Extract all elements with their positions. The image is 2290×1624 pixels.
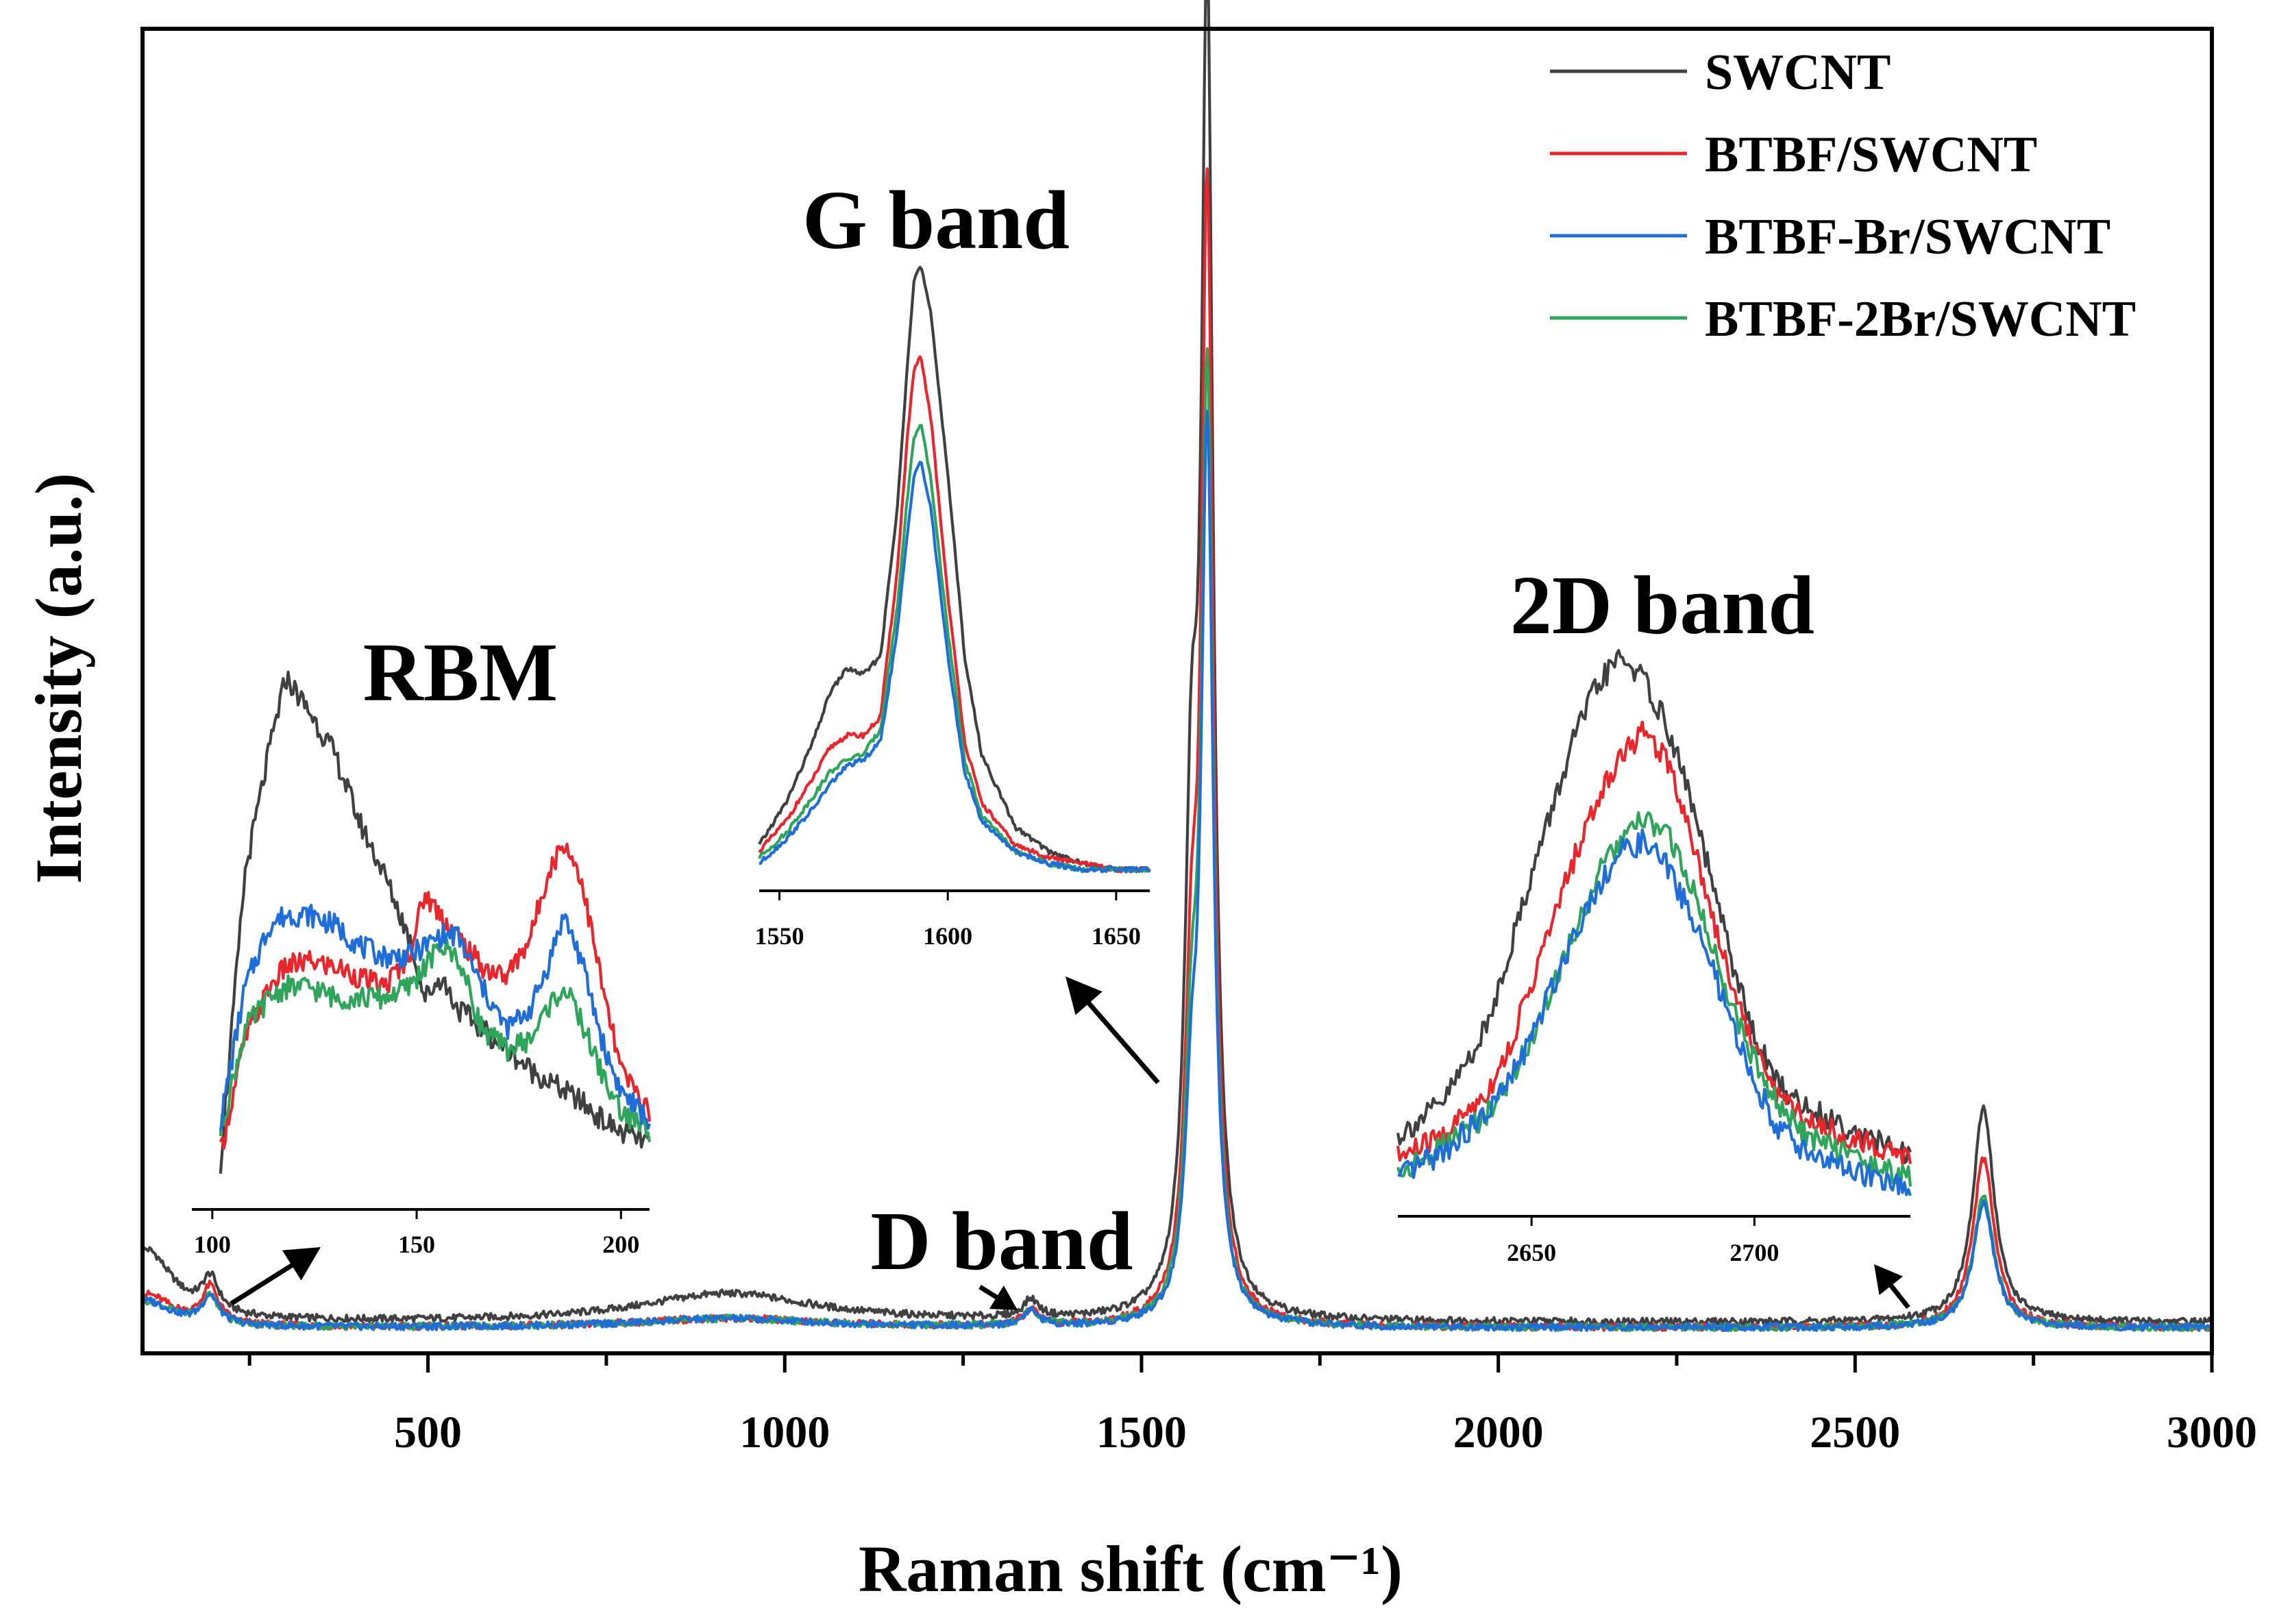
inset-x-tick-label: 1600 <box>923 922 972 950</box>
inset-rbm: 100 150 200 <box>192 670 652 1258</box>
annotation-2d-band: 2D band <box>1510 559 1814 652</box>
annotation-d-band: D band <box>870 1195 1133 1288</box>
x-tick-label: 2000 <box>1453 1407 1544 1457</box>
arrow-shaft <box>230 1262 295 1305</box>
legend-label: BTBF-Br/SWCNT <box>1705 209 2110 265</box>
inset-x-tick-label: 2650 <box>1507 1239 1556 1266</box>
legend-item-btbf-swcnt: BTBF/SWCNT <box>1550 127 2037 183</box>
annotation-g-band: G band <box>802 174 1070 267</box>
legend-item-swcnt: SWCNT <box>1550 45 1891 101</box>
legend-label: BTBF/SWCNT <box>1705 127 2037 183</box>
arrow-shaft <box>1887 1282 1910 1309</box>
inset-g-band: 1550 1600 1650 <box>754 265 1151 950</box>
arrow-shaft <box>1085 999 1160 1085</box>
band-annotations: RBM G band 2D band D band <box>363 174 1814 1288</box>
inset-x-tick-label: 1550 <box>754 922 804 950</box>
main-plot-lines <box>140 0 2213 1333</box>
inset-series-line-btbf-swcnt <box>219 842 652 1151</box>
inset-series-line-btbf-br-swcnt <box>1397 828 1912 1196</box>
inset-series-line-btbf-br-swcnt <box>219 903 651 1131</box>
arrow-head <box>282 1247 321 1281</box>
annotation-rbm: RBM <box>363 626 558 719</box>
legend-item-btbf-2br-swcnt: BTBF-2Br/SWCNT <box>1550 291 2136 347</box>
inset-2d-band: 2650 2700 <box>1396 649 1912 1266</box>
arrow-head <box>989 1285 1018 1310</box>
plot-frame <box>140 27 2214 1355</box>
x-tick-label: 1000 <box>739 1407 830 1457</box>
inset-series-line-btbf-br-swcnt <box>759 460 1150 874</box>
x-tick-label: 1500 <box>1096 1407 1187 1457</box>
inset-series-line-btbf-2br-swcnt <box>219 937 652 1142</box>
legend-label: SWCNT <box>1705 45 1891 101</box>
y-axis-title: Intensity (a.u.) <box>22 473 95 884</box>
x-tick-label: 3000 <box>2167 1407 2257 1457</box>
inset-x-tick-label: 150 <box>398 1231 435 1258</box>
inset-x-tick-label: 2700 <box>1729 1239 1779 1266</box>
inset-series-line-swcnt <box>1396 649 1912 1164</box>
inset-x-tick-label: 1650 <box>1092 922 1141 950</box>
main-axes: 500 1000 1500 2000 2500 3000 <box>140 27 2257 1457</box>
legend-label: BTBF-2Br/SWCNT <box>1705 291 2136 347</box>
series-line-btbf-br-swcnt <box>141 409 2213 1332</box>
arrow-shaft <box>978 1285 1000 1301</box>
legend-item-btbf-br-swcnt: BTBF-Br/SWCNT <box>1550 209 2110 265</box>
pointer-arrows <box>230 976 1910 1310</box>
inset-panels: 100 150 200 1550 1600 1650 2650 2700 <box>192 265 1912 1266</box>
x-tick-label: 500 <box>394 1407 462 1457</box>
legend: SWCNT BTBF/SWCNT BTBF-Br/SWCNT BTBF-2Br/SWC… <box>1550 45 2136 347</box>
inset-series-line-btbf-swcnt <box>1396 720 1912 1166</box>
inset-x-tick-label: 200 <box>602 1231 639 1258</box>
inset-series-line-btbf-swcnt <box>758 355 1151 874</box>
arrow-head <box>1066 976 1103 1016</box>
inset-series-line-swcnt <box>219 670 651 1174</box>
x-tick-label: 2500 <box>1810 1407 1900 1457</box>
x-axis-title: Raman shift (cm⁻¹) <box>859 1532 1403 1605</box>
arrow-head <box>1874 1264 1904 1296</box>
inset-x-tick-label: 100 <box>194 1231 231 1258</box>
